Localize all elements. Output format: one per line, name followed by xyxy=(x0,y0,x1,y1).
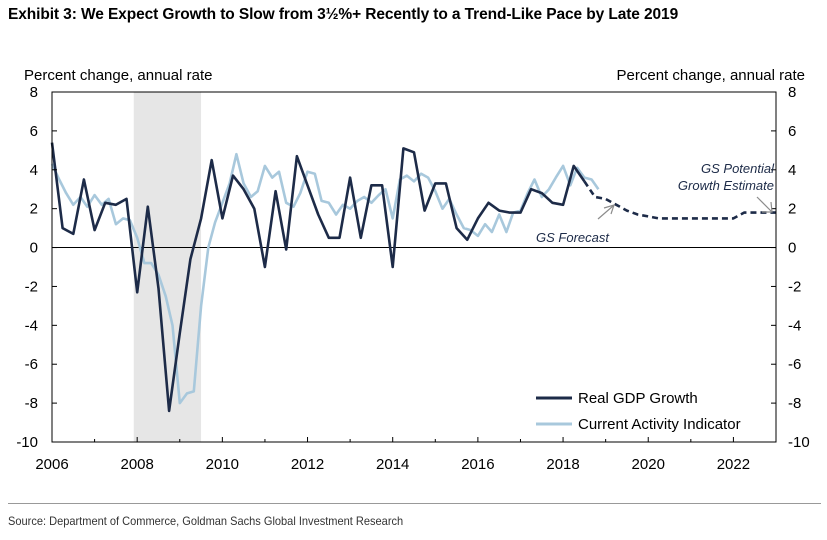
y-tick-label-right: -4 xyxy=(788,317,801,334)
x-tick-label: 2022 xyxy=(717,456,750,473)
tick-group: 8 8 6 6 4 4 2 2 0 0 -2 -2 -4 -4 -6 -6 -8 -8 -10 -10 2006 2008… xyxy=(16,84,809,473)
x-tick-label: 2016 xyxy=(461,456,494,473)
y-tick-label-right: -8 xyxy=(788,395,801,412)
y-tick-label-left: 8 xyxy=(30,84,38,101)
x-tick-label: 2012 xyxy=(291,456,324,473)
x-tick-label: 2014 xyxy=(376,456,409,473)
x-tick-label: 2018 xyxy=(546,456,579,473)
y-tick-label-right: 8 xyxy=(788,84,796,101)
y-tick-label-right: -2 xyxy=(788,278,801,295)
y-tick-label-right: -6 xyxy=(788,356,801,373)
y-tick-label-left: -10 xyxy=(16,434,38,451)
series-line-forecast xyxy=(583,180,776,220)
y-tick-label-right: -10 xyxy=(788,434,810,451)
y-tick-label-right: 2 xyxy=(788,201,796,218)
legend-label-cai: Current Activity Indicator xyxy=(578,416,741,433)
x-tick-label: 2020 xyxy=(632,456,665,473)
plot-frame xyxy=(51,91,777,443)
footer-divider xyxy=(8,503,821,504)
y-tick-label-right: 0 xyxy=(788,240,796,257)
series-line-gdp xyxy=(50,142,586,413)
series-group xyxy=(50,142,776,413)
y-tick-label-left: -2 xyxy=(25,278,38,295)
gs-forecast-arrow-icon xyxy=(597,205,614,220)
gs-potential-arrow-icon xyxy=(756,196,772,212)
x-tick-label: 2010 xyxy=(206,456,239,473)
y-tick-label-right: 6 xyxy=(788,123,796,140)
y-axis-label-left: Percent change, annual rate xyxy=(24,67,212,84)
y-tick-label-left: 4 xyxy=(30,162,38,179)
source-note: Source: Department of Commerce, Goldman … xyxy=(8,514,404,528)
x-tick-label: 2008 xyxy=(120,456,153,473)
y-tick-label-left: 6 xyxy=(30,123,38,140)
x-tick-label: 2006 xyxy=(35,456,68,473)
series-line-cai xyxy=(50,152,600,405)
gs-potential-annotation-line1: GS Potential xyxy=(701,161,775,176)
legend-label-gdp: Real GDP Growth xyxy=(578,390,698,407)
y-tick-label-right: 4 xyxy=(788,162,796,179)
y-tick-label-left: -6 xyxy=(25,356,38,373)
y-axis-label-right: Percent change, annual rate xyxy=(617,67,805,84)
gs-forecast-annotation: GS Forecast xyxy=(536,230,610,245)
y-tick-label-left: -8 xyxy=(25,395,38,412)
gs-forecast-arrowhead-icon xyxy=(603,204,615,215)
y-tick-label-left: -4 xyxy=(25,317,38,334)
y-tick-label-left: 0 xyxy=(30,240,38,257)
gs-potential-annotation-line2: Growth Estimate xyxy=(678,178,774,193)
y-tick-label-left: 2 xyxy=(30,201,38,218)
exhibit-title: Exhibit 3: We Expect Growth to Slow from… xyxy=(8,6,679,23)
gs-potential-arrowhead-icon xyxy=(762,201,773,213)
legend: Real GDP Growth Current Activity Indicat… xyxy=(536,390,741,433)
